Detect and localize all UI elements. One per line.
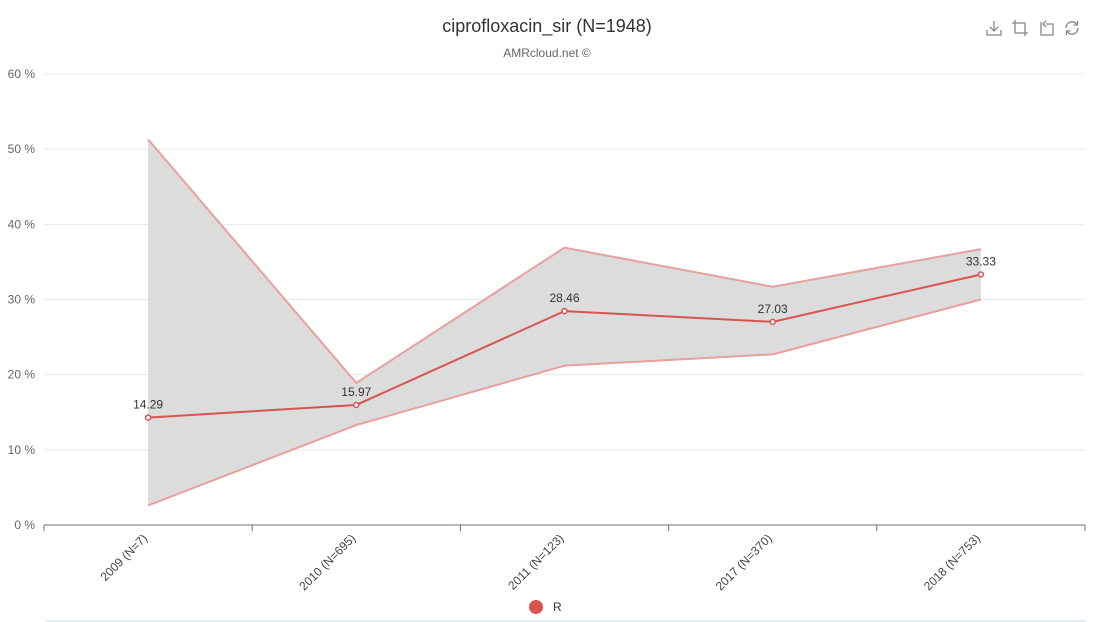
data-label: 15.97 xyxy=(341,385,371,399)
data-point[interactable] xyxy=(353,401,360,409)
x-tick-label: 2017 (N=370) xyxy=(713,531,775,593)
data-labels: 14.29 15.97 28.46 27.03 33.33 xyxy=(133,254,996,411)
y-tick-label: 30 % xyxy=(8,293,36,307)
data-label: 33.33 xyxy=(966,254,996,268)
y-tick-label: 10 % xyxy=(8,443,36,457)
x-tick-label: 2010 (N=695) xyxy=(296,531,358,593)
x-tick-label: 2018 (N=753) xyxy=(921,531,983,593)
legend[interactable]: R xyxy=(529,600,562,614)
y-tick-label: 40 % xyxy=(8,217,36,231)
band-fill xyxy=(148,139,981,506)
data-point[interactable] xyxy=(769,318,776,326)
series-r xyxy=(144,271,985,421)
chart-toolbox xyxy=(985,19,1081,37)
legend-label-r: R xyxy=(553,600,562,614)
y-tick-label: 0 % xyxy=(14,518,35,532)
y-tick-label: 20 % xyxy=(8,368,36,382)
x-tick-label: 2011 (N=123) xyxy=(505,531,566,592)
refresh-icon[interactable] xyxy=(1063,19,1081,37)
bottom-divider xyxy=(46,620,1086,622)
data-label: 14.29 xyxy=(133,398,163,412)
download-icon[interactable] xyxy=(985,19,1003,37)
data-label: 27.03 xyxy=(758,302,788,316)
data-point[interactable] xyxy=(977,271,985,278)
band-upper-line xyxy=(147,138,982,385)
crop-icon[interactable] xyxy=(1011,19,1029,37)
y-tick-label: 50 % xyxy=(8,142,36,156)
chart-title: ciprofloxacin_sir (N=1948) xyxy=(442,16,652,36)
data-point[interactable] xyxy=(561,307,568,315)
y-tick-label: 60 % xyxy=(8,67,36,81)
x-tick-label: 2009 (N=7) xyxy=(98,531,151,584)
confidence-band xyxy=(147,138,982,507)
restore-crop-icon[interactable] xyxy=(1037,19,1055,37)
data-label: 28.46 xyxy=(549,291,579,305)
band-lower-line xyxy=(147,298,982,507)
chart-subtitle: AMRcloud.net © xyxy=(503,46,591,60)
data-point[interactable] xyxy=(144,414,152,421)
legend-marker-r xyxy=(529,600,543,614)
